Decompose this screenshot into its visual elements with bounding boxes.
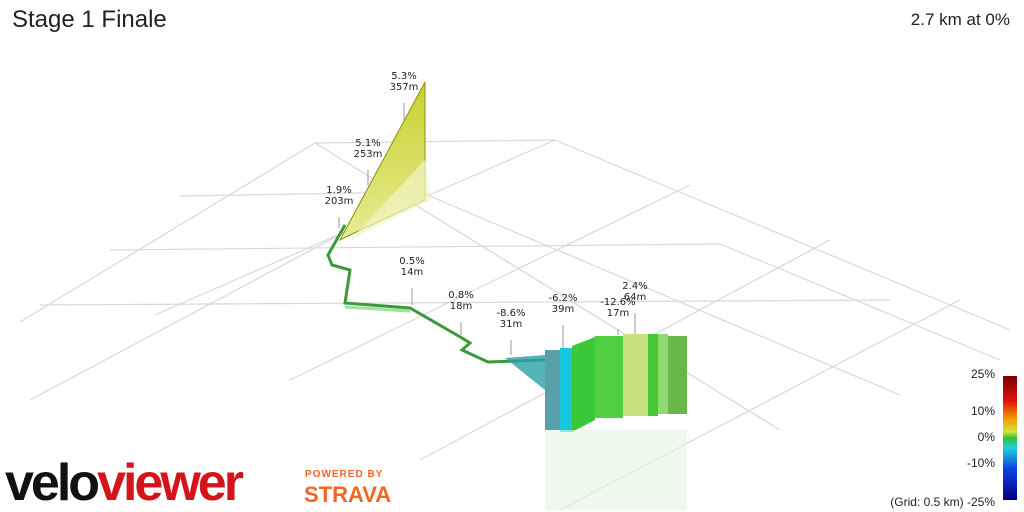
legend-tick: 25% [971, 367, 995, 381]
legend: 25% 10% 0% -10% [967, 367, 995, 470]
summary: 2.7 km at 0% [911, 10, 1010, 29]
grade-label: -8.6% [496, 308, 525, 319]
grade-label: 0.5% [399, 256, 424, 267]
grid-note: (Grid: 0.5 km) -25% [890, 495, 995, 509]
legend-tick: 10% [971, 404, 995, 418]
route-3d [326, 81, 687, 510]
legend-tick: -10% [967, 456, 995, 470]
grade-label: 0.8% [448, 290, 473, 301]
distance-label: 17m [607, 308, 629, 319]
colorbar [1003, 376, 1017, 500]
distance-label: 39m [552, 304, 574, 315]
title: Stage 1 Finale [12, 6, 167, 33]
grade-label: -6.2% [548, 293, 577, 304]
grade-label: 2.4% [622, 281, 647, 292]
distance-label: 203m [325, 196, 354, 207]
grade-label: -12.6% [600, 297, 635, 308]
distance-label: 14m [401, 267, 423, 278]
distance-label: 357m [390, 82, 419, 93]
distance-label: 31m [500, 319, 522, 330]
grade-label: 5.3% [391, 71, 416, 82]
legend-tick: 0% [978, 430, 996, 444]
grade-label: 5.1% [355, 138, 380, 149]
grade-label: 1.9% [326, 185, 351, 196]
strava: STRAVA [304, 482, 391, 507]
powered-by: POWERED BY [305, 469, 383, 480]
distance-label: 253m [354, 149, 383, 160]
distance-label: 64m [624, 292, 646, 303]
logo: veloviewer [5, 454, 244, 512]
distance-label: 18m [450, 301, 472, 312]
annotations: 5.3%357m 5.1%253m 1.9%203m 0.5%14m 0.8%18m -8… [325, 71, 648, 355]
